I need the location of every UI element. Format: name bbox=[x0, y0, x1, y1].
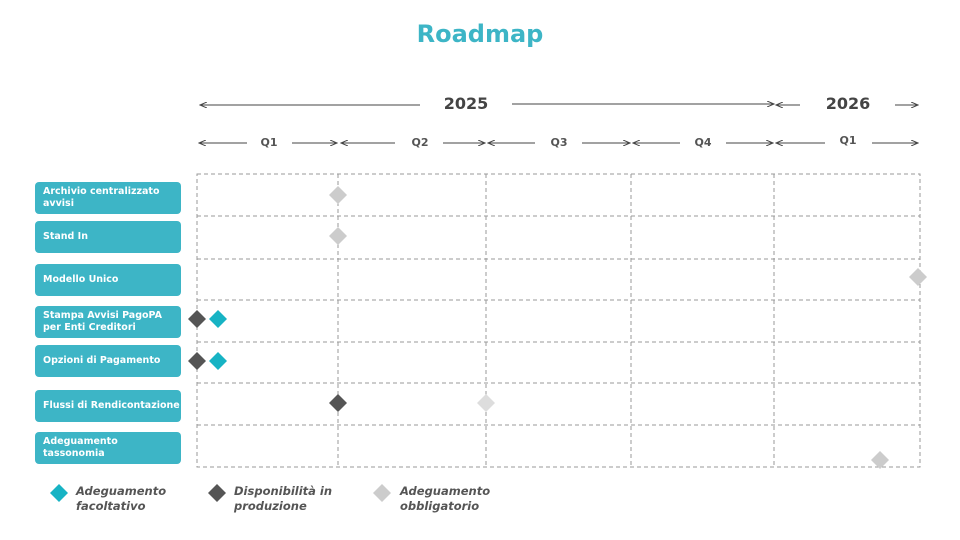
row-label: Stand In bbox=[35, 221, 181, 253]
quarter-label: Q2 bbox=[411, 136, 429, 149]
legend-entry: Adeguamento obbligatorio bbox=[400, 484, 491, 513]
row-label: Flussi di Rendicontazione bbox=[35, 390, 181, 422]
row-label: Archivio centralizzato avvisi bbox=[35, 182, 181, 214]
quarter-label: Q4 bbox=[694, 136, 712, 149]
quarter-label: Q1 bbox=[260, 136, 278, 149]
quarter-label: Q3 bbox=[550, 136, 568, 149]
grid bbox=[196, 173, 921, 468]
row-label: Opzioni di Pagamento bbox=[35, 345, 181, 377]
legend-entry: Adeguamento facoltativo bbox=[76, 484, 167, 513]
row-label: Stampa Avvisi PagoPA per Enti Creditori bbox=[35, 306, 181, 338]
legend-icons bbox=[50, 484, 391, 502]
quarter-label: Q1 bbox=[839, 134, 857, 147]
year-label: 2025 bbox=[443, 94, 489, 113]
row-label: Adeguamento tassonomia bbox=[35, 432, 181, 464]
legend-entry: Disponibilità in produzione bbox=[234, 484, 333, 513]
title: Roadmap bbox=[416, 20, 544, 48]
milestones bbox=[188, 186, 927, 469]
year-label: 2026 bbox=[825, 94, 871, 113]
row-label: Modello Unico bbox=[35, 264, 181, 296]
period-arrows bbox=[199, 104, 918, 143]
